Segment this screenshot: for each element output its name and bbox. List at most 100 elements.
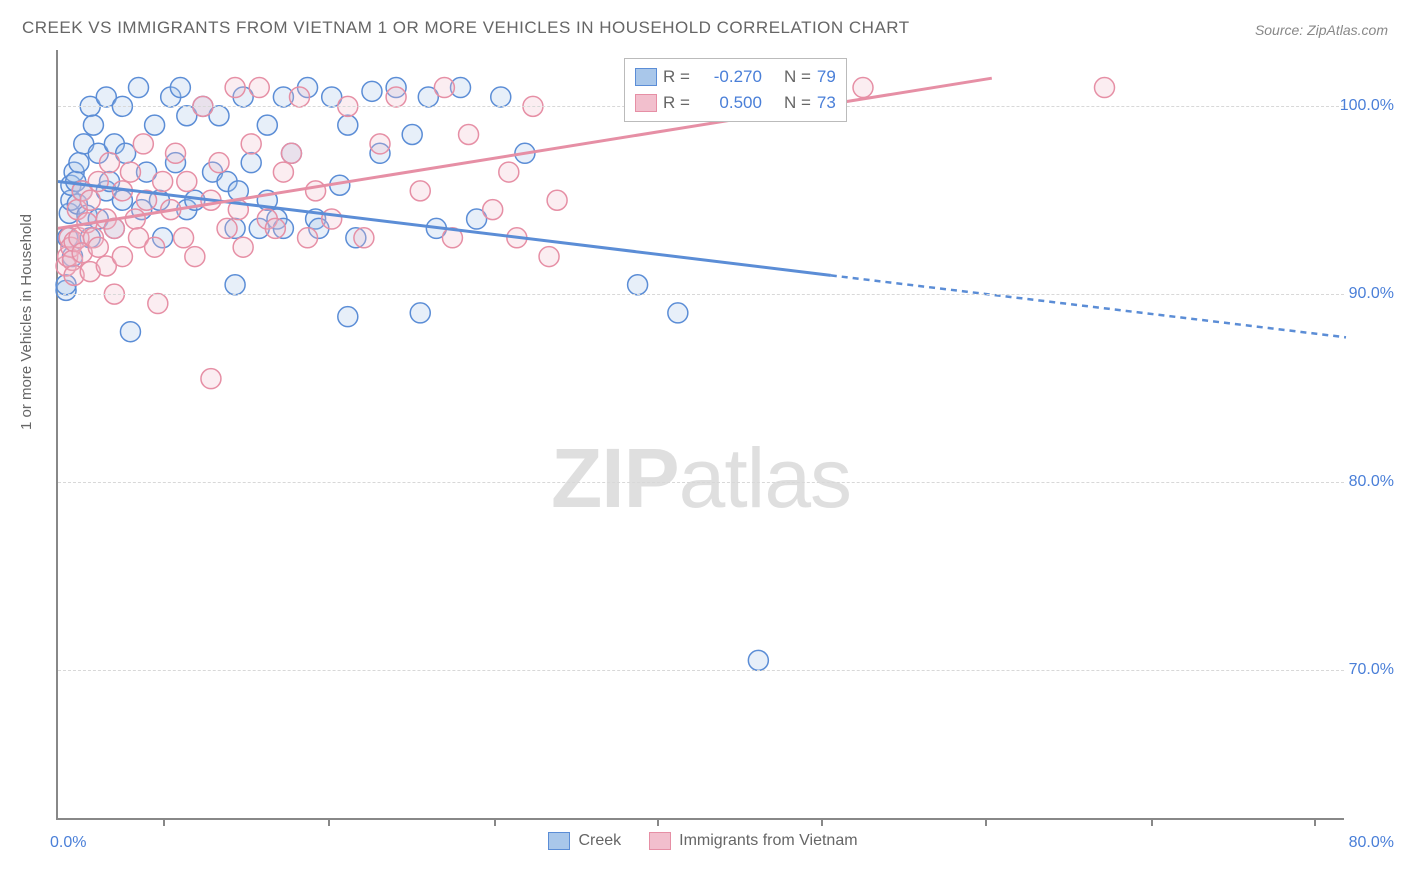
y-axis-label: 1 or more Vehicles in Household	[18, 214, 35, 430]
x-tick	[657, 818, 659, 826]
scatter-point	[120, 162, 140, 182]
scatter-point	[306, 181, 326, 201]
scatter-point	[257, 115, 277, 135]
scatter-point	[166, 143, 186, 163]
scatter-point	[290, 87, 310, 107]
scatter-point	[83, 115, 103, 135]
x-tick	[985, 818, 987, 826]
x-tick	[328, 818, 330, 826]
scatter-point	[100, 153, 120, 173]
x-tick	[163, 818, 165, 826]
scatter-point	[298, 228, 318, 248]
scatter-point	[209, 153, 229, 173]
x-tick	[1314, 818, 1316, 826]
scatter-point	[410, 181, 430, 201]
trend-line-dashed	[831, 275, 1346, 337]
scatter-point	[338, 307, 358, 327]
scatter-point	[125, 209, 145, 229]
stats-row: R =-0.270 N =79	[635, 64, 836, 90]
scatter-point	[539, 247, 559, 267]
scatter-point	[185, 247, 205, 267]
scatter-point	[668, 303, 688, 323]
legend-label: Immigrants from Vietnam	[679, 832, 857, 850]
scatter-point	[370, 134, 390, 154]
y-tick-label: 90.0%	[1349, 285, 1394, 303]
plot-area: ZIPatlas	[56, 50, 1344, 820]
y-tick-label: 100.0%	[1340, 97, 1394, 115]
y-tick-label: 80.0%	[1349, 473, 1394, 491]
gridline	[58, 482, 1344, 483]
x-tick-label: 0.0%	[50, 834, 86, 852]
scatter-point	[217, 218, 237, 238]
legend-label: Creek	[578, 832, 621, 850]
scatter-point	[273, 162, 293, 182]
scatter-point	[241, 153, 261, 173]
stats-row: R =0.500 N =73	[635, 90, 836, 116]
scatter-point	[170, 78, 190, 98]
scatter-point	[410, 303, 430, 323]
stats-n-label: N =	[784, 90, 811, 116]
source-attribution: Source: ZipAtlas.com	[1255, 22, 1388, 38]
scatter-point	[338, 115, 358, 135]
scatter-point	[853, 78, 873, 98]
plot-svg	[58, 50, 1344, 818]
scatter-point	[265, 218, 285, 238]
scatter-point	[362, 81, 382, 101]
scatter-point	[281, 143, 301, 163]
legend-swatch	[548, 832, 570, 850]
scatter-point	[174, 228, 194, 248]
scatter-point	[148, 294, 168, 314]
legend-swatch	[635, 68, 657, 86]
scatter-point	[225, 78, 245, 98]
y-tick-label: 70.0%	[1349, 661, 1394, 679]
scatter-point	[153, 171, 173, 191]
scatter-point	[249, 78, 269, 98]
scatter-point	[386, 87, 406, 107]
scatter-point	[88, 237, 108, 257]
scatter-point	[483, 200, 503, 220]
stats-n-value: 73	[817, 90, 836, 116]
scatter-point	[145, 237, 165, 257]
legend-swatch	[649, 832, 671, 850]
scatter-point	[459, 125, 479, 145]
stats-r-value: -0.270	[696, 64, 762, 90]
scatter-point	[133, 134, 153, 154]
scatter-point	[241, 134, 261, 154]
trend-line	[58, 181, 831, 275]
stats-r-label: R =	[663, 90, 690, 116]
scatter-point	[499, 162, 519, 182]
scatter-point	[1095, 78, 1115, 98]
chart-title: CREEK VS IMMIGRANTS FROM VIETNAM 1 OR MO…	[22, 18, 910, 38]
scatter-point	[354, 228, 374, 248]
stats-r-label: R =	[663, 64, 690, 90]
legend-swatch	[635, 94, 657, 112]
scatter-point	[80, 190, 100, 210]
scatter-point	[69, 153, 89, 173]
gridline	[58, 670, 1344, 671]
x-tick	[494, 818, 496, 826]
stats-r-value: 0.500	[696, 90, 762, 116]
bottom-legend: Creek Immigrants from Vietnam	[0, 832, 1406, 850]
legend-item: Immigrants from Vietnam	[649, 832, 857, 850]
x-tick	[1151, 818, 1153, 826]
scatter-point	[628, 275, 648, 295]
scatter-point	[233, 237, 253, 257]
legend-item: Creek	[548, 832, 621, 850]
stats-n-label: N =	[784, 64, 811, 90]
scatter-point	[177, 171, 197, 191]
x-tick-label: 80.0%	[1349, 834, 1394, 852]
scatter-point	[491, 87, 511, 107]
x-tick	[821, 818, 823, 826]
scatter-point	[402, 125, 422, 145]
gridline	[58, 294, 1344, 295]
scatter-point	[547, 190, 567, 210]
scatter-point	[129, 78, 149, 98]
scatter-point	[120, 322, 140, 342]
scatter-point	[225, 275, 245, 295]
scatter-point	[434, 78, 454, 98]
scatter-point	[145, 115, 165, 135]
scatter-point	[322, 209, 342, 229]
stats-n-value: 79	[817, 64, 836, 90]
scatter-point	[748, 650, 768, 670]
scatter-point	[112, 247, 132, 267]
